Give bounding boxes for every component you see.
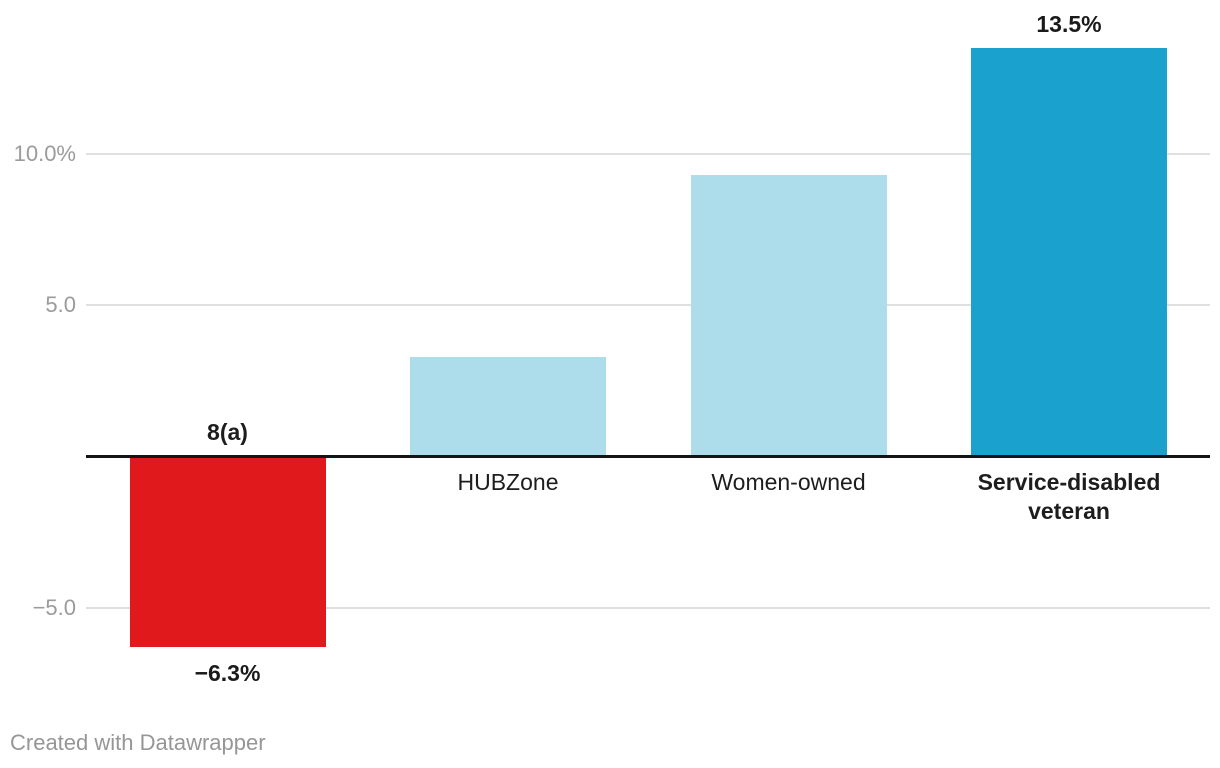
bar-value-label: −6.3%	[194, 660, 261, 687]
bar-women-owned	[690, 175, 887, 455]
bar-category-label: 8(a)	[207, 419, 248, 445]
attribution-link[interactable]: Created with Datawrapper	[10, 730, 266, 755]
bar-category-label: Service-disabled veteran	[977, 469, 1161, 524]
gridline	[86, 304, 1210, 307]
gridline	[86, 153, 1210, 155]
zero-axis-line	[86, 455, 1210, 458]
gridline	[86, 606, 1210, 609]
bar-hubzone	[410, 356, 606, 455]
y-axis-tick-label: 5.0	[45, 292, 76, 318]
bar-value-label: 13.5%	[1036, 11, 1102, 38]
bar-category-label: Women-owned	[711, 469, 866, 495]
bar-category-label: HUBZone	[457, 469, 559, 495]
bar-service-disabled-veteran	[971, 48, 1167, 455]
bar-8-a-	[129, 458, 326, 648]
y-axis-tick-label: 10.0%	[13, 141, 76, 166]
y-axis-tick-label: −5.0	[32, 594, 76, 620]
